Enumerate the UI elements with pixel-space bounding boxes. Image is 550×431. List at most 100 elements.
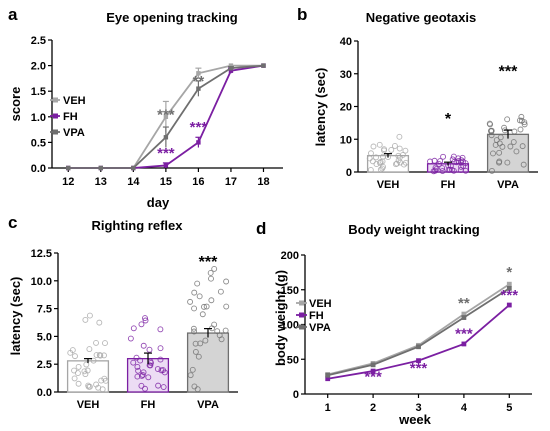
panel-b-data-point xyxy=(376,141,383,148)
panel-a-xtick-label: 14 xyxy=(127,176,140,188)
panel-b-data-point xyxy=(380,163,386,170)
panel-d-legend-label: FH xyxy=(309,310,324,322)
panel-c-title: Righting reflex xyxy=(91,218,183,233)
panel-b-ytick-label: 0 xyxy=(346,167,352,179)
panel-a-legend-label: VPA xyxy=(63,127,85,139)
panel-b-data-point xyxy=(447,162,454,169)
panel-b-data-point xyxy=(430,168,437,175)
panel-d-xtick-label: 1 xyxy=(325,402,331,414)
panel-c-data-point xyxy=(86,312,93,319)
panel-b-data-point xyxy=(462,167,469,174)
panel-c-data-point xyxy=(85,382,92,389)
panel-c-significance-label: *** xyxy=(199,254,218,271)
panel-a-legend-marker xyxy=(53,129,58,135)
panel-d-point-fh xyxy=(416,358,421,364)
panel-d-ytick-label: 200 xyxy=(281,250,299,262)
panel-c-data-point xyxy=(140,342,147,349)
panel-b-data-point xyxy=(367,167,374,173)
panel-a-significance-label: *** xyxy=(157,145,175,162)
panel-c-data-point xyxy=(158,367,165,374)
panel-b-data-point xyxy=(402,147,409,154)
panel-a-xtick-label: 16 xyxy=(192,176,204,188)
panel-c-data-point xyxy=(157,326,164,333)
panel-d-legend-marker xyxy=(299,324,304,330)
panel-c-data-point xyxy=(127,335,134,342)
panel-a-point-vpa xyxy=(66,165,71,171)
panel-a-xtick-label: 13 xyxy=(95,176,107,188)
panel-b-data-point xyxy=(499,143,506,150)
panel-b-data-point xyxy=(520,161,527,168)
panel-b-data-point xyxy=(379,153,386,160)
panel-b-data-point xyxy=(437,158,444,165)
panel-c-data-point xyxy=(93,352,100,358)
panel-c-data-point xyxy=(98,377,105,384)
panel-b-data-point xyxy=(388,146,395,153)
panel-c-ytick-label: 7.5 xyxy=(37,304,52,316)
panel-c-data-point xyxy=(211,265,218,272)
panel-a-legend-label: VEH xyxy=(63,95,86,107)
panel-c-data-point xyxy=(134,373,141,380)
panel-d-ytick-label: 50 xyxy=(287,354,299,366)
panel-b-data-point xyxy=(393,160,400,167)
panel-b-data-point xyxy=(511,128,518,135)
panel-a-xtick-label: 18 xyxy=(257,176,269,188)
panel-b-significance-label: *** xyxy=(499,63,518,80)
panel-a-significance-label: ** xyxy=(193,73,205,90)
panel-b-ytick-label: 10 xyxy=(340,134,352,146)
panel-c-data-point xyxy=(138,382,145,389)
panel-d-xlabel: week xyxy=(398,412,432,427)
panel-d-point-vpa xyxy=(370,362,376,368)
panel-c-data-point xyxy=(222,327,229,334)
panel-b-category-label: FH xyxy=(441,179,456,191)
panel-d-significance-label: *** xyxy=(501,287,519,304)
panel-d-xtick-label: 2 xyxy=(370,402,376,414)
panel-c-data-point xyxy=(190,325,197,332)
panel-a-ytick-label: 0.0 xyxy=(31,163,46,175)
panel-c-data-point xyxy=(160,384,167,390)
panel-c-data-point xyxy=(157,356,164,363)
panel-c-data-point xyxy=(90,357,97,364)
panel-d-legend-label: VPA xyxy=(309,322,331,334)
panel-c-data-point xyxy=(138,372,145,379)
panel-c-data-point xyxy=(142,385,148,392)
panel-d-point-vpa xyxy=(325,372,331,378)
panel-b-data-point xyxy=(396,145,403,152)
panel-b-category-label: VPA xyxy=(497,179,519,191)
panel-b-data-point xyxy=(488,127,495,134)
panel-b-data-point xyxy=(450,167,457,174)
panel-d-xtick-label: 4 xyxy=(461,402,468,414)
panel-a-title: Eye opening tracking xyxy=(106,10,238,25)
panel-c-data-point xyxy=(71,367,77,374)
panel-c-category-label: VEH xyxy=(77,399,100,411)
panel-b-data-point xyxy=(487,121,494,128)
panel-c-data-point xyxy=(203,303,210,310)
panel-c-data-point xyxy=(208,297,215,304)
panel-c-data-point xyxy=(71,375,78,382)
panel-b-data-point xyxy=(517,126,524,133)
panel-c-data-point xyxy=(96,351,103,358)
panel-c-data-point xyxy=(202,337,209,344)
panel-c-data-point xyxy=(102,340,108,347)
panel-b-data-point xyxy=(439,168,446,174)
panel-d-ylabel: body weight (g) xyxy=(273,270,288,366)
panel-a-ytick-label: 2.5 xyxy=(31,35,46,47)
panel-a-xtick-label: 12 xyxy=(62,176,74,188)
panel-b-data-point xyxy=(504,159,511,166)
panel-d-point-vpa xyxy=(506,285,512,291)
panel-d-xtick-label: 5 xyxy=(506,402,512,414)
panel-b-data-point xyxy=(391,143,398,149)
panel-a-point-veh xyxy=(163,114,169,119)
panel-d-significance-label: *** xyxy=(364,368,382,385)
panel-d-point-vpa xyxy=(416,344,421,350)
panel-d-ytick-label: 0 xyxy=(293,389,299,401)
panel-a-legend-marker xyxy=(53,97,58,103)
panel-a-point-fh xyxy=(228,68,234,73)
panel-b-data-point xyxy=(521,121,528,128)
panel-c-data-point xyxy=(137,357,144,364)
panel-a-xtick-label: 15 xyxy=(160,176,172,188)
panel-b-data-point xyxy=(504,116,511,123)
panel-b-significance-label: * xyxy=(445,111,452,128)
panel-b-data-point xyxy=(368,150,374,157)
panel-b-ytick-label: 40 xyxy=(340,36,352,48)
panel-c-data-point xyxy=(83,361,90,368)
